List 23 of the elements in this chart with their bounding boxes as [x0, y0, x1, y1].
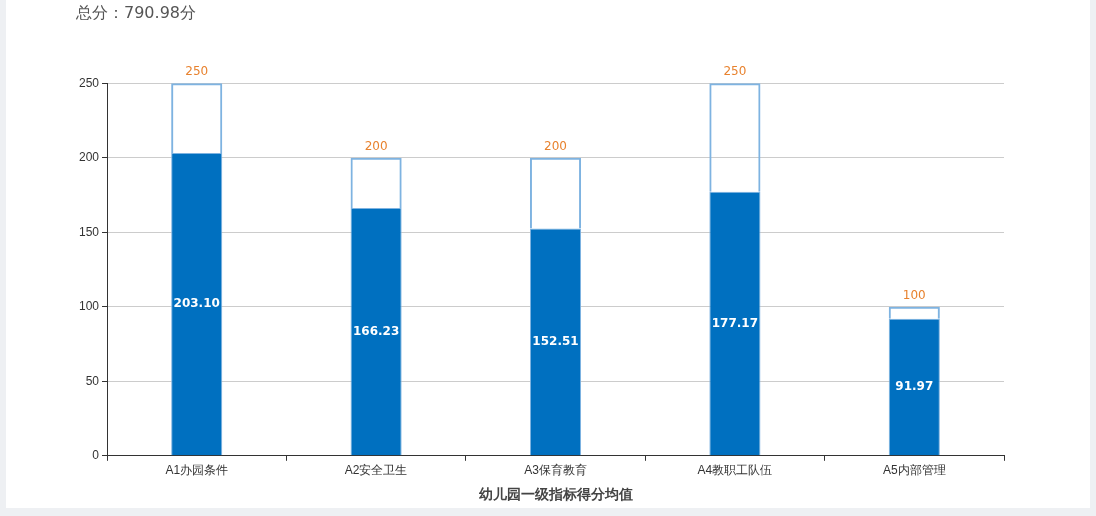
x-tick-label: A5内部管理 — [882, 463, 946, 478]
y-tick-label: 150 — [78, 224, 100, 239]
y-tick-label: 200 — [78, 150, 100, 165]
chart-title: 总分：790.98分 — [75, 2, 196, 22]
y-tick-label: 250 — [78, 75, 100, 90]
total-label: 200 — [364, 138, 388, 153]
data-label: 166.23 — [352, 323, 400, 338]
x-tick-label: A2安全卫生 — [344, 463, 408, 478]
data-label: 177.17 — [711, 315, 759, 330]
data-label: 91.97 — [895, 379, 934, 394]
y-tick-label: 0 — [92, 448, 100, 463]
x-tick-label: A3保育教育 — [524, 463, 587, 478]
total-label: 250 — [185, 64, 209, 79]
y-tick-label: 100 — [78, 299, 100, 314]
total-label: 250 — [723, 64, 747, 79]
data-label: 152.51 — [532, 334, 579, 349]
total-label: 200 — [544, 138, 567, 153]
y-tick-label: 50 — [85, 373, 100, 388]
data-label: 203.10 — [173, 296, 220, 311]
x-axis-title: 幼儿园一级指标得分均值 — [477, 486, 633, 503]
x-tick-label: A4教职工队伍 — [697, 463, 773, 478]
x-tick-label: A1办园条件 — [165, 463, 229, 478]
total-label: 100 — [902, 287, 926, 302]
